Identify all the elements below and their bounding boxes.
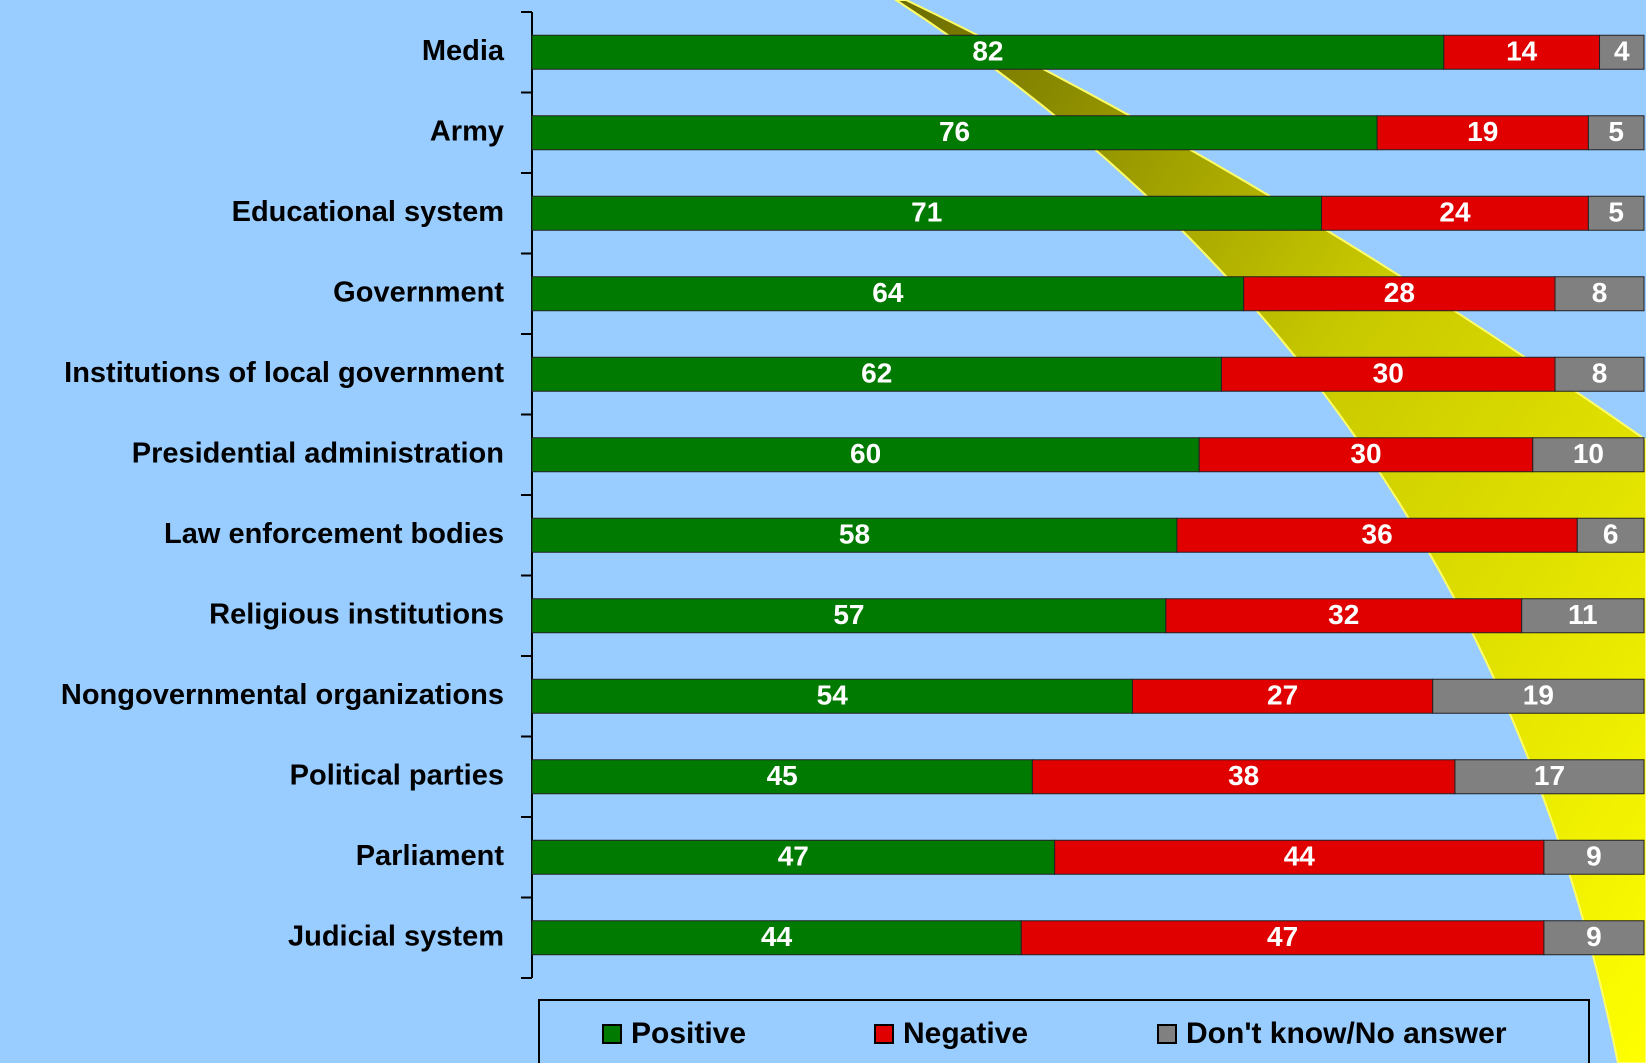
data-label: 5 bbox=[1608, 197, 1624, 228]
data-label: 30 bbox=[1373, 358, 1404, 389]
data-label: 8 bbox=[1592, 358, 1608, 389]
bar-segment bbox=[1543, 839, 1645, 875]
category-label: Presidential administration bbox=[132, 437, 504, 469]
bar-segment bbox=[531, 437, 1200, 473]
category-label: Government bbox=[333, 276, 504, 308]
bar-segment bbox=[1243, 276, 1556, 312]
bar-segment bbox=[1532, 437, 1645, 473]
bar-segment bbox=[1432, 678, 1645, 714]
data-label: 36 bbox=[1362, 519, 1393, 550]
category-label: Army bbox=[430, 115, 504, 147]
data-label: 57 bbox=[833, 599, 864, 630]
data-label: 11 bbox=[1568, 599, 1598, 630]
category-label: Nongovernmental organizations bbox=[61, 679, 504, 711]
data-label: 5 bbox=[1608, 116, 1624, 147]
bar-segment bbox=[531, 517, 1178, 553]
data-label: 9 bbox=[1586, 921, 1602, 952]
data-label: 38 bbox=[1228, 760, 1259, 791]
category-label: Educational system bbox=[232, 196, 504, 228]
data-label: 54 bbox=[817, 680, 849, 711]
bar-segment bbox=[531, 276, 1245, 312]
data-label: 45 bbox=[767, 760, 798, 791]
legend-swatch bbox=[1157, 1024, 1177, 1044]
bar-segment bbox=[1020, 920, 1545, 956]
bar-segment bbox=[1554, 276, 1645, 312]
bar-segment bbox=[1220, 356, 1556, 392]
data-label: 82 bbox=[972, 36, 1003, 67]
data-label: 19 bbox=[1467, 116, 1498, 147]
bar-segment bbox=[1543, 920, 1645, 956]
category-label: Parliament bbox=[356, 840, 505, 872]
data-label: 27 bbox=[1267, 680, 1298, 711]
data-label: 47 bbox=[1267, 921, 1298, 952]
bar-segment bbox=[1599, 34, 1645, 70]
data-label: 28 bbox=[1384, 277, 1415, 308]
category-label: Religious institutions bbox=[209, 598, 504, 630]
bar-segment bbox=[1454, 759, 1645, 795]
bar-segment bbox=[1198, 437, 1534, 473]
data-label: 60 bbox=[850, 438, 881, 469]
bar-segment bbox=[531, 34, 1445, 70]
bar-segment bbox=[531, 839, 1056, 875]
data-label: 71 bbox=[911, 197, 942, 228]
data-label: 4 bbox=[1614, 36, 1630, 67]
category-label: Political parties bbox=[290, 759, 504, 791]
bar-segment bbox=[1587, 195, 1645, 231]
category-label: Institutions of local government bbox=[64, 357, 504, 389]
data-label: 24 bbox=[1439, 197, 1471, 228]
data-label: 64 bbox=[872, 277, 904, 308]
data-label: 76 bbox=[939, 116, 970, 147]
data-label: 8 bbox=[1592, 277, 1608, 308]
legend-swatch bbox=[874, 1024, 894, 1044]
legend-label: Positive bbox=[631, 1017, 746, 1050]
bar-segment bbox=[1321, 195, 1589, 231]
data-label: 32 bbox=[1328, 599, 1359, 630]
legend-box bbox=[538, 999, 1590, 1063]
data-label: 6 bbox=[1603, 519, 1619, 550]
data-label: 9 bbox=[1586, 841, 1602, 872]
data-label: 10 bbox=[1573, 438, 1604, 469]
bar-segment bbox=[531, 115, 1378, 151]
plot-area: Media 82 14 4 Army 76 19 5 Educational system 71 2… bbox=[61, 11, 1645, 1050]
bar-segment bbox=[531, 920, 1022, 956]
data-label: 47 bbox=[778, 841, 809, 872]
bar-segment bbox=[531, 356, 1222, 392]
data-label: 44 bbox=[1284, 841, 1316, 872]
bar-segment bbox=[1176, 517, 1578, 553]
data-label: 44 bbox=[761, 921, 793, 952]
data-label: 62 bbox=[861, 358, 892, 389]
legend-label: Negative bbox=[903, 1017, 1028, 1050]
legend-swatch bbox=[602, 1024, 622, 1044]
bar-segment bbox=[531, 195, 1323, 231]
bar-segment bbox=[1576, 517, 1645, 553]
data-label: 58 bbox=[839, 519, 870, 550]
data-label: 30 bbox=[1350, 438, 1381, 469]
data-label: 17 bbox=[1534, 760, 1565, 791]
category-label: Law enforcement bodies bbox=[164, 518, 504, 550]
bar-segment bbox=[1554, 356, 1645, 392]
data-label: 14 bbox=[1506, 36, 1538, 67]
category-label: Judicial system bbox=[288, 920, 504, 952]
bar-segment bbox=[531, 598, 1167, 634]
category-label: Media bbox=[422, 35, 505, 67]
bar-segment bbox=[1031, 759, 1456, 795]
bar-segment bbox=[531, 678, 1133, 714]
bar-segment bbox=[1054, 839, 1545, 875]
bar-segment bbox=[1521, 598, 1645, 634]
bar-segment bbox=[1587, 115, 1645, 151]
data-label: 19 bbox=[1523, 680, 1554, 711]
bar-segment bbox=[531, 759, 1033, 795]
legend-label: Don't know/No answer bbox=[1186, 1017, 1507, 1050]
